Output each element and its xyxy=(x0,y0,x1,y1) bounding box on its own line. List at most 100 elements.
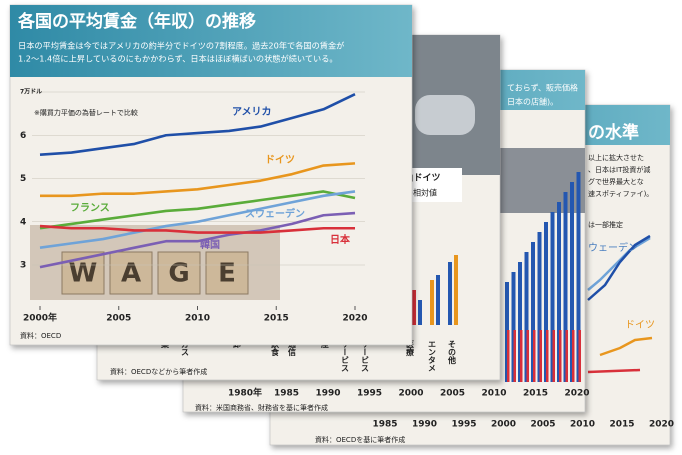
y-tick-label: 7万ドル xyxy=(20,89,42,96)
decor-bar xyxy=(544,222,548,382)
y-tick-label: 6 xyxy=(20,131,26,141)
decor-bar xyxy=(563,192,568,382)
x-tick-label: 2000年 xyxy=(23,312,57,324)
series-label: スウェーデン xyxy=(245,207,305,220)
decor-bar xyxy=(570,182,574,382)
card-source: 資料：OECDを基に筆者作成 xyxy=(315,435,405,444)
block-letter: E xyxy=(218,259,236,289)
card-note: は一部推定 xyxy=(588,220,623,229)
block-letter: G xyxy=(168,259,189,289)
decor-bar xyxy=(557,202,561,382)
y-tick-label: 4 xyxy=(20,217,26,227)
card-source: 資料：OECDなどから筆者作成 xyxy=(110,367,207,376)
series-line xyxy=(39,224,355,234)
decor-bar xyxy=(520,330,523,382)
series-label: フランス xyxy=(70,202,110,214)
decor-bar xyxy=(578,330,581,382)
decor-bar xyxy=(576,172,581,382)
decor-bars xyxy=(505,172,581,382)
block xyxy=(205,251,249,295)
year-label: 1990 xyxy=(412,420,437,430)
card-label: ドイツ xyxy=(625,320,655,331)
block-letter: W xyxy=(69,259,98,289)
category-label: エンタメ xyxy=(428,340,437,372)
card-header xyxy=(10,5,412,77)
year-label: 2020 xyxy=(649,420,674,430)
year-label: 2005 xyxy=(530,420,555,430)
year-label: 2020 xyxy=(564,389,589,399)
card-legend: の相対値 xyxy=(405,188,437,198)
card-title: の水準 xyxy=(588,122,639,143)
chart-title: 各国の平均賃金（年収）の推移 xyxy=(17,11,256,32)
series-line xyxy=(39,190,356,249)
chart-note: ※購買力平価の為替レートで比較 xyxy=(34,108,138,117)
photo-detail xyxy=(415,95,475,135)
series-line xyxy=(39,92,356,157)
decor-line xyxy=(587,236,651,291)
decor-bar xyxy=(511,272,516,382)
year-row: 1985 1990 1995 2000 2005 2010 2015 2020 xyxy=(372,420,674,430)
series-line xyxy=(39,211,356,269)
series-line xyxy=(39,190,356,230)
decor-bar xyxy=(572,330,575,382)
card-source: 資料：米国商務省、財務省を基に筆者作成 xyxy=(195,403,328,412)
x-tick-label: 2010 xyxy=(185,314,210,324)
card-text: ておらず、販売価格 xyxy=(507,83,578,93)
series-label: ドイツ xyxy=(265,154,295,166)
year-label: 2010 xyxy=(570,420,595,430)
card-text: 日本の店舗)。 xyxy=(507,97,558,107)
year-label: 2005 xyxy=(440,389,465,399)
series-line xyxy=(40,162,356,198)
category-label: 飲食 xyxy=(270,339,280,357)
y-tick-label: 5 xyxy=(20,174,26,184)
category-label: 通信 xyxy=(288,339,297,357)
series-label: 韓国 xyxy=(200,238,220,251)
category-label: サービス xyxy=(341,340,350,372)
decor-line xyxy=(599,336,653,357)
year-label: 2000 xyxy=(398,389,423,399)
decor-bar xyxy=(524,252,529,382)
x-tick-label: 2005 xyxy=(106,314,131,324)
decor-bar xyxy=(546,330,549,382)
plot: 3 4 5 6 7万ドル 2000年 2005 2010 2015 2020 アメリカドイツフランス… xyxy=(20,89,368,324)
chart-subtitle: 1.2～1.4倍に上昇しているのにもかかわらず、日本はほぼ横ばいの状態が続いてい… xyxy=(18,54,338,64)
year-row: 1980年 1985 1990 1995 2000 2005 2010 2015 2020 xyxy=(228,387,590,399)
decor-bar xyxy=(533,330,536,382)
series-label: アメリカ xyxy=(232,106,272,118)
decor-bar xyxy=(539,330,542,382)
category-label: ガス xyxy=(181,339,190,356)
series-label: 日本 xyxy=(330,233,351,246)
card-label: ウェーデン xyxy=(588,241,638,254)
x-tick-label: 2020 xyxy=(342,314,367,324)
decor-bar xyxy=(526,330,529,382)
decor-line xyxy=(587,368,641,374)
chart-source: 資料：OECD xyxy=(20,331,61,340)
block xyxy=(157,251,201,295)
decor-bar xyxy=(550,212,555,382)
decor-bar xyxy=(537,232,542,382)
year-label: 1980年 xyxy=(228,387,262,399)
decor-bar xyxy=(531,242,535,382)
year-label: 1995 xyxy=(357,389,382,399)
decor-bar xyxy=(513,330,516,382)
year-label: 1985 xyxy=(274,389,299,399)
card-text: 以上に拡大させた xyxy=(588,153,644,162)
card-legend: ■ドイツ xyxy=(405,173,441,184)
year-label: 2015 xyxy=(523,389,548,399)
front-card: 各国の平均賃金（年収）の推移 日本の平均賃金は今ではアメリカの約半分でドイツの7… xyxy=(9,4,413,346)
year-label: 2010 xyxy=(481,389,506,399)
decor-bars xyxy=(412,255,458,325)
decor-bar xyxy=(518,262,522,382)
year-label: 2015 xyxy=(609,420,634,430)
category-label: 医療 xyxy=(405,340,415,357)
card-text: 速スポティファイ)。 xyxy=(588,190,653,198)
y-tick-label: 3 xyxy=(20,261,26,271)
category-label: サービス xyxy=(361,340,370,372)
card-text: グで世界最大とな xyxy=(588,177,644,186)
year-label: 1985 xyxy=(372,420,397,430)
chart-subtitle: 日本の平均賃金は今ではアメリカの約半分でドイツの7割程度。過去20年で各国の賃金… xyxy=(18,41,344,51)
year-label: 1995 xyxy=(451,420,476,430)
decor-bar xyxy=(559,330,562,382)
